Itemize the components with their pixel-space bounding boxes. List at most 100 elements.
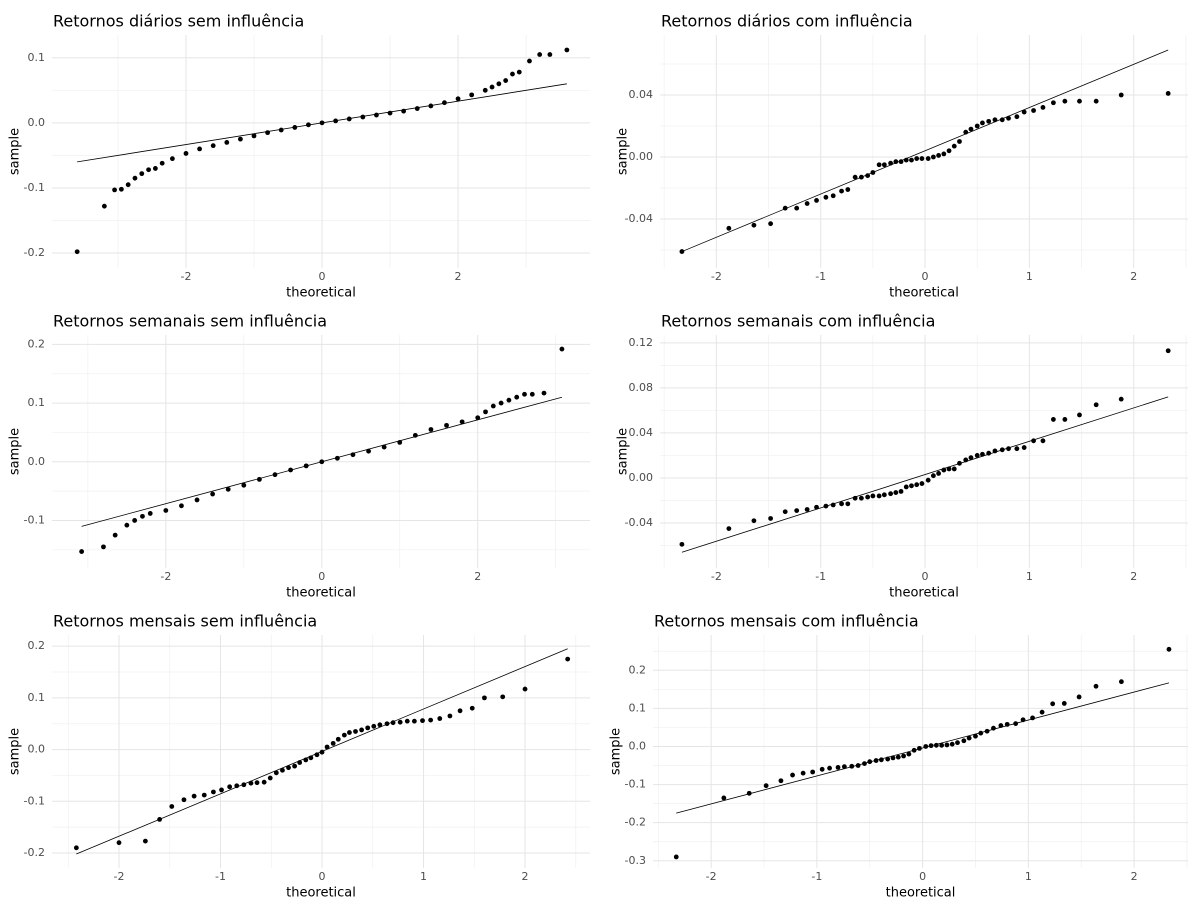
point (374, 112, 379, 118)
point (248, 780, 254, 786)
point (514, 394, 520, 400)
point (782, 205, 788, 211)
point (286, 765, 291, 771)
point (999, 447, 1005, 453)
y-tick-label: 0.0 (629, 739, 647, 752)
point (146, 167, 151, 173)
point (447, 713, 453, 719)
point (412, 432, 418, 438)
point (459, 419, 465, 425)
point (823, 194, 829, 200)
point (210, 491, 216, 497)
point (183, 151, 189, 156)
point (74, 249, 80, 255)
point (303, 757, 309, 763)
y-tick-label: -0.1 (24, 513, 45, 526)
point (254, 780, 260, 786)
point (132, 518, 138, 523)
point (404, 718, 410, 724)
point (224, 139, 230, 145)
point (845, 501, 851, 507)
y-axis-label: sample (8, 428, 23, 475)
point (1165, 348, 1171, 354)
point (939, 742, 945, 748)
point (457, 708, 463, 714)
point (142, 838, 148, 844)
point (152, 166, 158, 171)
point (794, 508, 800, 513)
x-axis-label: theoretical (886, 886, 956, 900)
point (559, 346, 565, 352)
point (437, 716, 443, 721)
y-tick-label: 0.0 (28, 743, 46, 756)
point (390, 720, 396, 726)
point (112, 532, 118, 538)
x-tick-label: 1 (1026, 570, 1033, 583)
point (911, 747, 917, 753)
x-tick-label: -2 (706, 870, 717, 883)
point (387, 110, 393, 116)
point (946, 466, 952, 472)
point (420, 718, 425, 724)
point (870, 170, 876, 175)
point (169, 156, 175, 162)
x-axis-label: theoretical (889, 286, 959, 301)
point (814, 198, 819, 203)
point (893, 490, 899, 495)
point (941, 151, 947, 157)
point (917, 745, 922, 751)
point (1013, 721, 1019, 727)
point (522, 391, 527, 397)
point (955, 740, 960, 746)
point (830, 193, 836, 199)
point (909, 157, 914, 163)
point (288, 467, 293, 473)
x-tick-label: 1 (420, 870, 427, 883)
point (941, 467, 947, 473)
y-tick-label: -0.04 (625, 212, 653, 225)
point (341, 732, 347, 738)
x-tick-label: -1 (815, 570, 826, 583)
point (999, 117, 1005, 123)
point (314, 752, 320, 758)
point (401, 108, 407, 114)
x-tick-label: -2 (181, 270, 192, 283)
point (278, 127, 284, 133)
point (845, 187, 851, 192)
point (933, 742, 939, 748)
y-tick-label: -0.2 (625, 816, 646, 829)
y-tick-label: 0.1 (28, 396, 46, 409)
point (241, 782, 247, 788)
x-tick-label: -2 (711, 570, 722, 583)
x-tick-label: 0 (922, 570, 929, 583)
point (529, 391, 535, 397)
x-tick-label: 2 (1130, 570, 1137, 583)
point (951, 143, 957, 149)
point (923, 744, 929, 749)
y-axis-label: sample (8, 728, 23, 775)
y-tick-label: 0.04 (629, 426, 654, 439)
point (768, 516, 774, 521)
point (241, 482, 247, 488)
point (112, 187, 117, 193)
point (330, 740, 336, 746)
point (482, 695, 487, 701)
point (225, 486, 231, 492)
point (371, 723, 377, 729)
point (986, 450, 992, 456)
point (537, 52, 543, 57)
x-tick-label: -1 (815, 270, 826, 283)
point (124, 522, 130, 528)
y-tick-label: 0.12 (629, 336, 654, 349)
point (163, 508, 169, 513)
point (522, 686, 528, 692)
point (334, 455, 340, 461)
point (194, 497, 200, 503)
x-axis-label: theoretical (286, 586, 356, 601)
point (679, 249, 685, 254)
point (974, 453, 980, 458)
point (308, 755, 314, 761)
point (257, 476, 262, 482)
x-tick-label: -1 (811, 870, 822, 883)
